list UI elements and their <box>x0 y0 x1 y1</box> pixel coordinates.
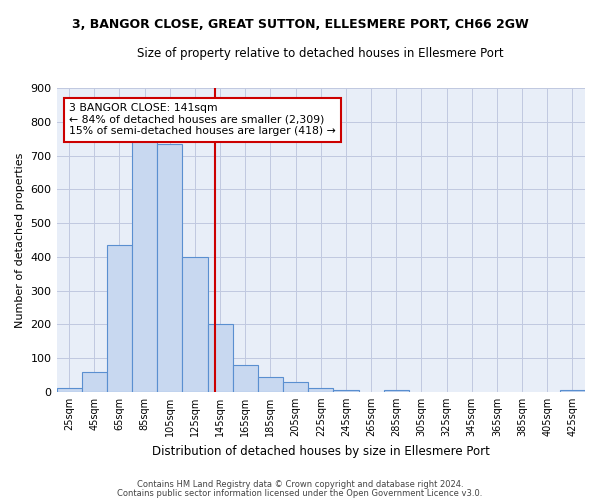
Bar <box>283 382 308 392</box>
Bar <box>56 388 82 392</box>
Bar <box>308 388 334 392</box>
Bar <box>182 257 208 392</box>
Text: 3, BANGOR CLOSE, GREAT SUTTON, ELLESMERE PORT, CH66 2GW: 3, BANGOR CLOSE, GREAT SUTTON, ELLESMERE… <box>71 18 529 30</box>
Bar <box>107 245 132 392</box>
Bar <box>233 365 258 392</box>
Text: Contains public sector information licensed under the Open Government Licence v3: Contains public sector information licen… <box>118 488 482 498</box>
Title: Size of property relative to detached houses in Ellesmere Port: Size of property relative to detached ho… <box>137 48 504 60</box>
X-axis label: Distribution of detached houses by size in Ellesmere Port: Distribution of detached houses by size … <box>152 444 490 458</box>
Bar <box>157 144 182 392</box>
Text: 3 BANGOR CLOSE: 141sqm
← 84% of detached houses are smaller (2,309)
15% of semi-: 3 BANGOR CLOSE: 141sqm ← 84% of detached… <box>69 103 336 136</box>
Bar <box>82 372 107 392</box>
Bar <box>383 390 409 392</box>
Y-axis label: Number of detached properties: Number of detached properties <box>15 152 25 328</box>
Text: Contains HM Land Registry data © Crown copyright and database right 2024.: Contains HM Land Registry data © Crown c… <box>137 480 463 489</box>
Bar <box>132 138 157 392</box>
Bar <box>208 324 233 392</box>
Bar <box>560 390 585 392</box>
Bar <box>258 376 283 392</box>
Bar <box>334 390 359 392</box>
